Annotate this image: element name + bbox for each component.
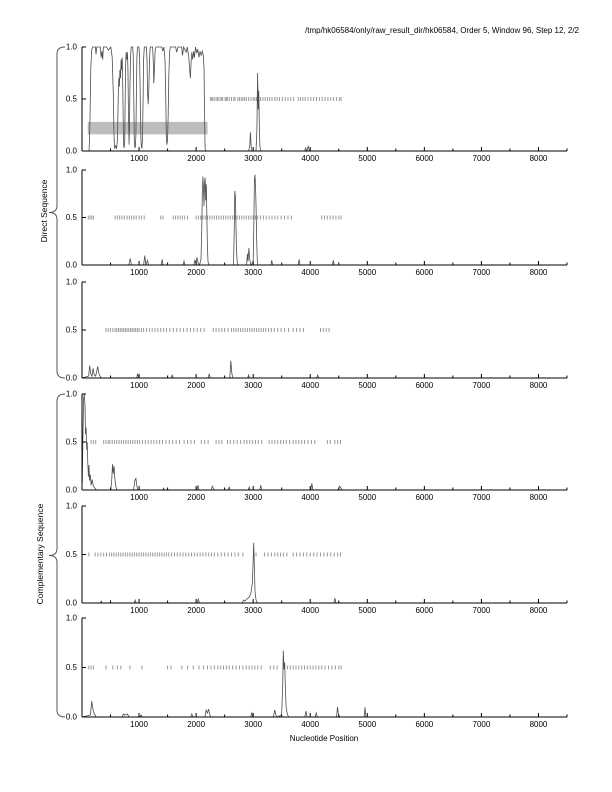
probability-curve: [81, 360, 343, 379]
x-tick-label: 4000: [301, 720, 319, 729]
probability-curve: [81, 650, 373, 718]
x-tick-label: 7000: [473, 381, 491, 390]
x-tick-label: 3000: [244, 720, 262, 729]
x-tick-label: 7000: [473, 720, 491, 729]
axes: [81, 505, 568, 604]
y-tick-label: 0.5: [66, 550, 78, 559]
y-tick-label: 1.0: [66, 614, 78, 623]
panel-3: 1000 2000 3000 4000 5000 6000 7000 8000 0.0 0.5 1.…: [66, 278, 568, 390]
x-axis-title: Nucleotide Position: [289, 734, 359, 743]
marker-ticks: [88, 552, 341, 557]
y-tick-label: 0.5: [66, 326, 78, 335]
y-tick-label: 0.5: [66, 95, 78, 104]
x-tick-label: 2000: [187, 268, 205, 277]
x-tick-label: 1000: [130, 493, 148, 502]
x-tick-label: 5000: [358, 268, 376, 277]
x-tick-label: 4000: [301, 154, 319, 163]
x-tick-label: 1000: [130, 154, 148, 163]
x-tick-label: 6000: [415, 154, 433, 163]
marker-ticks: [105, 328, 330, 332]
y-tick-label: 0.0: [66, 147, 78, 156]
y-tick-label: 0.0: [66, 599, 78, 608]
panel-2: 1000 2000 3000 4000 5000 6000 7000 8000 0.0 0.5 1.…: [66, 166, 568, 277]
panel-5: 1000 2000 3000 4000 5000 6000 7000 8000 0.0 0.5 1.…: [66, 502, 568, 615]
y-tick-label: 0.5: [66, 663, 78, 672]
figure-title: /tmp/hk06584/only/raw_result_dir/hk06584…: [305, 26, 579, 35]
y-tick-label: 1.0: [66, 166, 78, 175]
x-tick-label: 1000: [130, 606, 148, 615]
x-tick-label: 4000: [301, 493, 319, 502]
x-tick-label: 3000: [244, 381, 262, 390]
x-tick-label: 2000: [187, 720, 205, 729]
x-tick-label: 6000: [415, 381, 433, 390]
shaded-region: [87, 121, 208, 135]
panel-4: 1000 2000 3000 4000 5000 6000 7000 8000 0.0 0.5 1.…: [66, 390, 568, 502]
x-tick-label: 5000: [358, 493, 376, 502]
x-tick-label: 3000: [244, 154, 262, 163]
x-tick-label: 4000: [301, 606, 319, 615]
x-tick-label: 7000: [473, 493, 491, 502]
x-tick-label: 3000: [244, 606, 262, 615]
x-tick-label: 8000: [530, 493, 548, 502]
x-tick-label: 3000: [244, 268, 262, 277]
x-tick-label: 1000: [130, 381, 148, 390]
marker-ticks: [90, 440, 341, 444]
y-tick-label: 0.0: [66, 713, 78, 722]
x-tick-label: 8000: [530, 381, 548, 390]
axes: [81, 617, 568, 718]
axes: [81, 46, 568, 152]
x-tick-label: 6000: [415, 720, 433, 729]
y-tick-label: 0.0: [66, 486, 78, 495]
probability-curve: [82, 542, 343, 604]
marker-ticks: [88, 665, 342, 670]
y-tick-label: 1.0: [66, 278, 78, 287]
x-tick-label: 5000: [358, 606, 376, 615]
x-tick-label: 2000: [187, 493, 205, 502]
y-tick-label: 0.5: [66, 213, 78, 222]
probability-curve: [88, 45, 343, 153]
x-tick-label: 2000: [187, 381, 205, 390]
complementary-sequence-brace: [48, 393, 66, 718]
axes: [81, 281, 568, 379]
x-tick-label: 5000: [358, 720, 376, 729]
panel-6: 1000 2000 3000 4000 5000 6000 7000 8000 0.0 0.5 1.…: [66, 614, 568, 729]
x-tick-label: 6000: [415, 606, 433, 615]
x-tick-label: 6000: [415, 268, 433, 277]
y-tick-label: 1.0: [66, 390, 78, 399]
x-tick-label: 5000: [358, 381, 376, 390]
panel-1: 1000 2000 3000 4000 5000 6000 7000 8000 0.0 0.5 1.…: [66, 43, 568, 163]
axes: [81, 393, 568, 491]
y-tick-label: 0.0: [66, 261, 78, 270]
axes: [81, 169, 568, 266]
x-tick-label: 7000: [473, 606, 491, 615]
y-tick-label: 0.5: [66, 438, 78, 447]
marker-ticks: [210, 97, 342, 101]
x-tick-label: 7000: [473, 154, 491, 163]
x-tick-label: 8000: [530, 606, 548, 615]
x-tick-label: 8000: [530, 268, 548, 277]
direct-sequence-brace: [48, 46, 66, 379]
y-tick-label: 1.0: [66, 502, 78, 511]
x-tick-label: 3000: [244, 493, 262, 502]
y-tick-label: 1.0: [66, 43, 78, 52]
x-tick-label: 8000: [530, 720, 548, 729]
x-tick-label: 1000: [130, 720, 148, 729]
y-tick-label: 0.0: [66, 374, 78, 383]
x-tick-label: 2000: [187, 154, 205, 163]
x-tick-label: 8000: [530, 154, 548, 163]
x-tick-label: 7000: [473, 268, 491, 277]
x-tick-label: 4000: [301, 381, 319, 390]
x-tick-label: 1000: [130, 268, 148, 277]
x-tick-label: 6000: [415, 493, 433, 502]
marker-ticks: [87, 215, 342, 220]
x-tick-label: 4000: [301, 268, 319, 277]
x-tick-label: 5000: [358, 154, 376, 163]
probability-curve: [82, 174, 343, 266]
x-tick-label: 2000: [187, 606, 205, 615]
